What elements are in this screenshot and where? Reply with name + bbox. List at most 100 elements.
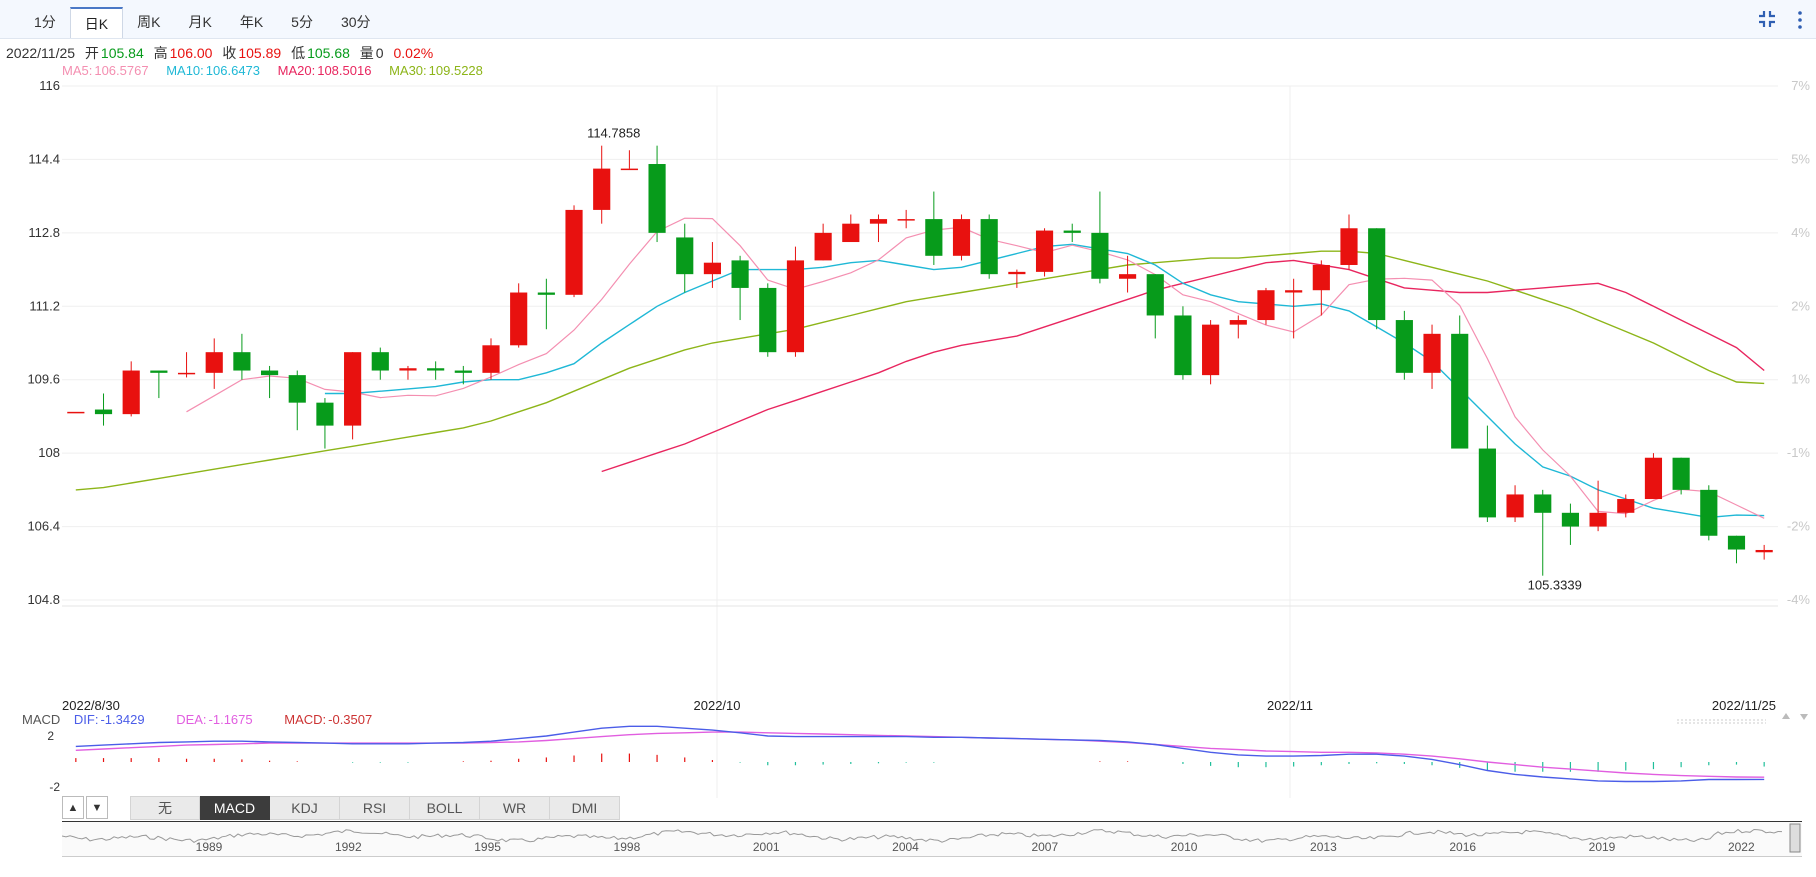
y-tick-label: 116: [39, 78, 60, 93]
tab-6[interactable]: 30分: [340, 14, 371, 30]
navigator-year: 2010: [1171, 840, 1198, 854]
indicator-6[interactable]: DMI: [550, 796, 620, 820]
tab-4[interactable]: 年K: [239, 14, 264, 30]
scroll-down-button[interactable]: ▼: [86, 796, 108, 819]
candle: [731, 255, 749, 321]
candle: [1174, 306, 1192, 380]
pct-tick-label: 7%: [1791, 78, 1810, 93]
candle: [1063, 223, 1081, 243]
y-tick-label: 112.8: [28, 225, 60, 240]
moving-average-lines: [75, 217, 1765, 519]
candle: [371, 347, 389, 380]
indicator-bar: ▲ ▼ 无 MACD KDJ RSI BOLL WR DMI: [62, 796, 620, 820]
price-grid: [62, 85, 1778, 798]
period-tabs: 1分 日K 周K 月K 年K 5分 30分: [20, 7, 385, 38]
candle: [620, 150, 638, 171]
navigator-year: 1989: [196, 840, 223, 854]
candle: [1727, 535, 1746, 564]
navigator-handle[interactable]: [1789, 823, 1801, 853]
candle: [814, 223, 832, 261]
collapse-icon[interactable]: [1756, 8, 1778, 30]
price-chart[interactable]: 2022/11/25 开 105.84 高 106.00 收 105.89 低 105.…: [0, 38, 1816, 800]
dif-line: [75, 725, 1765, 783]
navigator-year: 2013: [1310, 840, 1337, 854]
high-marker: 114.7858: [587, 126, 640, 141]
x-label-end: 2022/11/25: [1712, 698, 1776, 713]
price-axis: 116 114.4 112.8 111.2 109.6 108 106.4 104.8: [27, 78, 60, 607]
candle: [1146, 274, 1164, 339]
pct-tick-label: -4%: [1787, 592, 1811, 607]
candle: [1561, 503, 1579, 545]
candle: [1008, 269, 1026, 288]
indicator-0[interactable]: 无: [130, 796, 200, 820]
macd-y-top: 2: [47, 729, 54, 743]
macd-y-bottom: -2: [49, 780, 60, 794]
candle: [842, 214, 860, 243]
candle: [1451, 315, 1469, 449]
candle: [676, 223, 694, 293]
y-tick-label: 109.6: [27, 372, 60, 387]
indicator-5[interactable]: WR: [480, 796, 550, 820]
candle: [316, 398, 334, 449]
candle: [1617, 494, 1635, 518]
candle: [67, 411, 85, 414]
indicator-4[interactable]: BOLL: [410, 796, 480, 820]
navigator-series: [62, 828, 1783, 844]
candle: [233, 333, 251, 380]
candle: [454, 365, 472, 385]
x-label-start: 2022/8/30: [62, 698, 120, 713]
candle: [537, 278, 555, 330]
navigator-year: 1992: [335, 840, 362, 854]
candle: [869, 214, 888, 243]
history-navigator[interactable]: 1989 1992 1995 1998 2001 2004 2007 2010 2013 2016…: [62, 821, 1802, 857]
candle: [1035, 228, 1054, 277]
pct-tick-label: 5%: [1791, 151, 1810, 166]
candle: [980, 214, 998, 279]
candle: [1534, 489, 1552, 576]
candle: [150, 370, 168, 399]
period-toolbar: 1分 日K 周K 月K 年K 5分 30分: [0, 0, 1816, 39]
indicator-buttons: 无 MACD KDJ RSI BOLL WR DMI: [110, 796, 620, 820]
ma5-line: [186, 217, 1765, 519]
y-tick-label: 104.8: [27, 592, 60, 607]
candle: [482, 338, 500, 380]
indicator-3[interactable]: RSI: [340, 796, 410, 820]
candle: [1340, 214, 1358, 270]
more-menu-icon[interactable]: [1792, 9, 1808, 31]
candle: [205, 338, 223, 389]
pct-tick-label: 2%: [1791, 298, 1810, 313]
pct-tick-label: -1%: [1787, 445, 1811, 460]
tab-2[interactable]: 周K: [137, 14, 161, 30]
y-tick-label: 106.4: [27, 519, 60, 534]
navigator-year: 2001: [753, 840, 780, 854]
pct-tick-label: -2%: [1787, 519, 1811, 534]
tab-5[interactable]: 5分: [291, 14, 313, 30]
candle: [1644, 453, 1663, 500]
tab-3[interactable]: 月K: [188, 14, 212, 30]
candle: [1395, 310, 1413, 380]
candle: [1285, 278, 1303, 339]
tab-1[interactable]: 日K: [69, 7, 124, 38]
macd-pane: [75, 725, 1765, 783]
candle: [399, 365, 417, 380]
candle: [1202, 320, 1220, 385]
y-tick-label: 111.2: [29, 298, 60, 313]
candle: [1119, 255, 1137, 293]
candle: [1755, 544, 1773, 560]
navigator-graph: 1989 1992 1995 1998 2001 2004 2007 2010 2013 2016…: [62, 823, 1801, 854]
scroll-handle[interactable]: [1677, 713, 1808, 724]
candlesticks: [67, 145, 1773, 576]
macd-legend: MACD DIF: -1.3429 DEA: -1.1675 MACD: -0.350…: [22, 712, 372, 727]
pct-tick-label: 4%: [1791, 225, 1810, 240]
x-label-nov: 2022/11: [1267, 698, 1313, 713]
candle: [1091, 191, 1109, 284]
scroll-up-button[interactable]: ▲: [62, 796, 84, 819]
candle: [1672, 457, 1690, 495]
tab-0[interactable]: 1分: [34, 14, 56, 30]
date-axis: 2022/8/30 2022/10 2022/11 2022/11/25: [62, 698, 1776, 713]
indicator-2[interactable]: KDJ: [270, 796, 340, 820]
candle: [1700, 485, 1718, 541]
candle: [177, 352, 196, 378]
indicator-1[interactable]: MACD: [200, 796, 270, 820]
candle: [1423, 324, 1441, 389]
